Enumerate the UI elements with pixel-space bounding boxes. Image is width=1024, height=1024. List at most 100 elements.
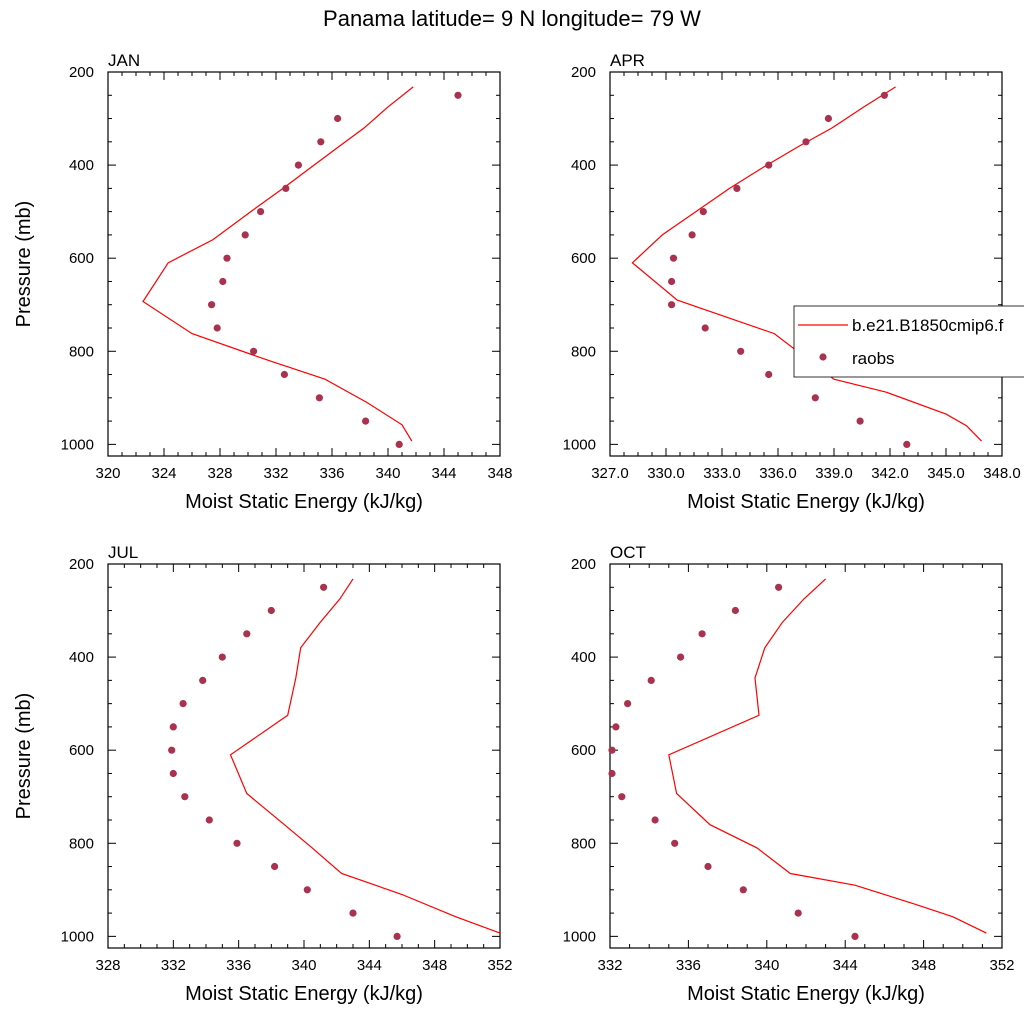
data-point-raobs xyxy=(688,231,696,239)
data-point-raobs xyxy=(704,862,712,871)
data-point-raobs xyxy=(280,370,288,379)
data-point-raobs xyxy=(671,839,679,847)
data-point-raobs xyxy=(208,301,216,309)
x-tick-label: 332 xyxy=(597,957,622,974)
data-point-raobs xyxy=(241,231,249,239)
data-point-raobs xyxy=(733,184,741,192)
data-point-raobs xyxy=(903,440,911,448)
data-point-raobs xyxy=(303,886,311,894)
x-tick-label: 339.0 xyxy=(815,465,853,482)
x-tick-label: 352 xyxy=(487,957,512,974)
y-tick-label: 800 xyxy=(69,835,94,852)
data-point-raobs xyxy=(651,816,659,824)
data-point-raobs xyxy=(199,676,207,685)
x-tick-label: 330.0 xyxy=(647,465,685,482)
data-point-raobs xyxy=(257,208,265,216)
series-line-model xyxy=(142,86,414,442)
y-tick-label: 600 xyxy=(69,742,94,759)
data-point-raobs xyxy=(181,793,189,801)
x-tick-label: 336 xyxy=(226,957,251,974)
data-point-raobs xyxy=(320,583,328,591)
series-line-model xyxy=(631,86,982,442)
panel-title: JUL xyxy=(108,543,138,562)
x-tick-label: 345.0 xyxy=(927,465,965,482)
y-tick-label: 200 xyxy=(571,556,596,573)
chart-panels: JAN 320 324 328 332 336 340 344 348 200 400 600 800 1… xyxy=(13,51,1021,1005)
x-tick-label: 348 xyxy=(422,957,447,974)
data-point-raobs xyxy=(454,91,462,99)
y-axis-label: Pressure (mb) xyxy=(13,693,35,820)
series-line-model xyxy=(668,578,987,934)
data-point-raobs xyxy=(349,909,357,917)
x-tick-label: 348 xyxy=(911,957,936,974)
data-point-raobs xyxy=(169,723,177,731)
y-tick-label: 200 xyxy=(69,64,94,81)
x-tick-label: 332 xyxy=(263,465,288,482)
panel-apr: APR 327.0 330.0 333.0 336.0 339.0 342.0 345.0 34… xyxy=(563,51,1021,513)
y-tick-label: 400 xyxy=(69,157,94,174)
figure-title: Panama latitude= 9 N longitude= 79 W xyxy=(323,6,701,31)
x-tick-label: 336 xyxy=(319,465,344,482)
x-tick-label: 344 xyxy=(833,957,858,974)
data-point-raobs xyxy=(802,138,810,146)
panel-oct: OCT 332 336 340 344 348 352 200 400 600 800 1000 Moi… xyxy=(563,543,1015,1005)
y-tick-label: 1000 xyxy=(563,436,596,453)
panel-jul: JUL 328 332 336 340 344 348 352 200 400 600 800 1000… xyxy=(13,543,513,1005)
y-tick-label: 400 xyxy=(571,157,596,174)
data-point-raobs xyxy=(739,886,747,894)
y-tick-label: 400 xyxy=(69,649,94,666)
data-point-raobs xyxy=(677,653,685,661)
data-point-raobs xyxy=(811,394,819,402)
x-tick-label: 344 xyxy=(357,957,382,974)
data-point-raobs xyxy=(737,347,745,355)
y-tick-label: 800 xyxy=(69,343,94,360)
plot-frame xyxy=(609,71,1003,457)
data-point-raobs xyxy=(856,417,864,425)
x-tick-label: 342.0 xyxy=(871,465,909,482)
legend-dot-symbol xyxy=(819,353,827,361)
data-point-raobs xyxy=(169,769,177,778)
series-line-model xyxy=(229,578,501,934)
data-point-raobs xyxy=(282,184,290,192)
data-point-raobs xyxy=(851,932,859,941)
data-point-raobs xyxy=(824,114,833,123)
data-point-raobs xyxy=(699,208,707,216)
data-point-raobs xyxy=(362,417,370,425)
data-point-raobs xyxy=(701,324,709,332)
x-tick-label: 340 xyxy=(754,957,779,974)
panel-title: OCT xyxy=(610,543,646,562)
data-point-raobs xyxy=(624,700,632,708)
data-point-raobs xyxy=(233,839,241,847)
panel-title: JAN xyxy=(108,51,140,70)
x-tick-label: 340 xyxy=(291,957,316,974)
x-tick-label: 333.0 xyxy=(703,465,741,482)
data-point-raobs xyxy=(765,161,773,169)
data-point-raobs xyxy=(669,254,678,262)
data-point-raobs xyxy=(271,862,279,871)
legend: b.e21.B1850cmip6.f raobs xyxy=(793,305,1024,378)
data-point-raobs xyxy=(250,347,258,355)
data-point-raobs xyxy=(775,583,783,591)
data-point-raobs xyxy=(647,676,655,685)
x-tick-label: 327.0 xyxy=(591,465,629,482)
y-tick-label: 800 xyxy=(571,343,596,360)
data-point-raobs xyxy=(213,324,221,332)
x-tick-label: 320 xyxy=(95,465,120,482)
data-point-raobs xyxy=(267,606,275,615)
y-tick-label: 1000 xyxy=(563,928,596,945)
x-tick-label: 336.0 xyxy=(759,465,797,482)
data-point-raobs xyxy=(334,114,342,123)
data-point-raobs xyxy=(205,816,213,824)
x-tick-label: 328 xyxy=(207,465,232,482)
y-tick-label: 1000 xyxy=(61,436,94,453)
y-tick-label: 200 xyxy=(571,64,596,81)
data-point-raobs xyxy=(179,700,187,708)
x-axis-label: Moist Static Energy (kJ/kg) xyxy=(185,491,423,513)
data-point-raobs xyxy=(219,277,227,286)
data-point-raobs xyxy=(395,440,403,448)
y-tick-label: 800 xyxy=(571,835,596,852)
data-point-raobs xyxy=(731,606,740,615)
data-point-raobs xyxy=(668,277,676,286)
x-tick-label: 348 xyxy=(487,465,512,482)
x-axis-label: Moist Static Energy (kJ/kg) xyxy=(185,983,423,1005)
